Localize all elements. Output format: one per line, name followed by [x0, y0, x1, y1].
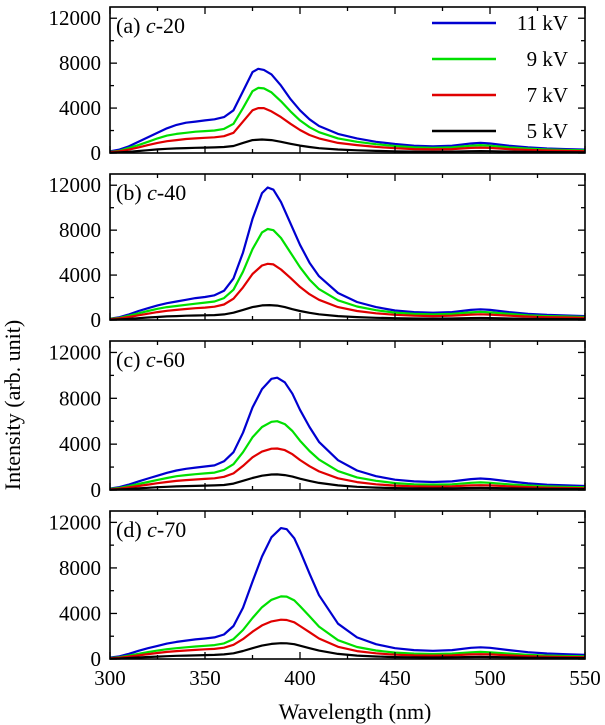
series-line-9-kv [109, 420, 586, 491]
legend-label-7-kv: 7 kV [527, 83, 568, 107]
x-tick-label: 300 [94, 666, 126, 690]
y-tick-label: 12000 [49, 510, 102, 534]
series-line-9-kv [109, 86, 586, 153]
x-tick-label: 400 [284, 666, 316, 690]
panel-label: (d) c-70 [116, 517, 186, 542]
legend-label-9-kv: 9 kV [527, 47, 568, 71]
y-tick-label: 8000 [59, 386, 101, 410]
y-tick-label: 4000 [59, 263, 101, 287]
y-tick-label: 8000 [59, 51, 101, 75]
legend-label-11-kv: 11 kV [517, 11, 568, 35]
y-tick-label: 0 [91, 478, 102, 502]
panel-label-prefix: (a) [116, 13, 146, 38]
y-tick-label: 12000 [49, 340, 102, 364]
panel-label-prefix: (b) [116, 180, 147, 205]
y-tick-label: 0 [91, 308, 102, 332]
x-axis-title: Wavelength (nm) [279, 699, 432, 724]
panel-b: 0 4000 8000 12000 (b) c-40 [49, 173, 586, 332]
y-tick-label: 12000 [49, 173, 102, 197]
series-line-9-kv [109, 595, 586, 660]
series-line-7-kv [109, 106, 586, 154]
y-tick-label: 0 [91, 647, 102, 671]
series-line-11-kv [109, 67, 586, 153]
legend: 11 kV 9 kV 7 kV 5 kV [432, 11, 568, 143]
y-tick-label: 8000 [59, 556, 101, 580]
series-line-7-kv [109, 447, 586, 491]
panel-label: (c) c-60 [116, 347, 185, 372]
panel-label-italic: c [146, 13, 156, 38]
panel-a: 0 4000 8000 12000 (a) c-20 11 kV 9 kV 7 kV 5 kV [49, 6, 586, 165]
series-line-11-kv [109, 376, 586, 490]
series-line-7-kv [109, 618, 586, 660]
panel-label-suffix: -20 [156, 13, 185, 38]
panel-label-italic: c [147, 517, 157, 542]
series-line-7-kv [109, 262, 586, 321]
series-line-5-kv [109, 473, 586, 491]
panel-label-italic: c [146, 347, 156, 372]
y-tick-label: 4000 [59, 96, 101, 120]
panel-label-suffix: -60 [156, 347, 185, 372]
y-tick-label: 8000 [59, 218, 101, 242]
y-tick-label: 4000 [59, 601, 101, 625]
panel-label-prefix: (d) [116, 517, 147, 542]
panel-label: (a) c-20 [116, 13, 185, 38]
panel-label-prefix: (c) [116, 347, 146, 372]
y-axis-title: Intensity (arb. unit) [0, 320, 25, 490]
y-tick-label: 0 [91, 141, 102, 165]
panel-label-suffix: -70 [157, 517, 186, 542]
x-tick-label: 450 [379, 666, 411, 690]
series-line-9-kv [109, 227, 586, 320]
series-line-5-kv [109, 138, 586, 154]
series-line-11-kv [109, 186, 586, 320]
panel-d: 0 4000 8000 12000 300 350 400 450 500 550 (d) c-70 [49, 510, 601, 690]
series-line-11-kv [109, 526, 586, 659]
panel-label-suffix: -40 [157, 180, 186, 205]
x-tick-label: 350 [189, 666, 221, 690]
x-tick-label: 550 [569, 666, 601, 690]
panel-label-italic: c [147, 180, 157, 205]
y-tick-label: 12000 [49, 6, 102, 30]
panel-c: 0 4000 8000 12000 (c) c-60 [49, 340, 586, 502]
x-tick-label: 500 [474, 666, 506, 690]
legend-label-5-kv: 5 kV [527, 119, 568, 143]
panel-label: (b) c-40 [116, 180, 186, 205]
series-line-5-kv [109, 642, 586, 660]
series-line-5-kv [109, 304, 586, 321]
y-tick-label: 4000 [59, 432, 101, 456]
